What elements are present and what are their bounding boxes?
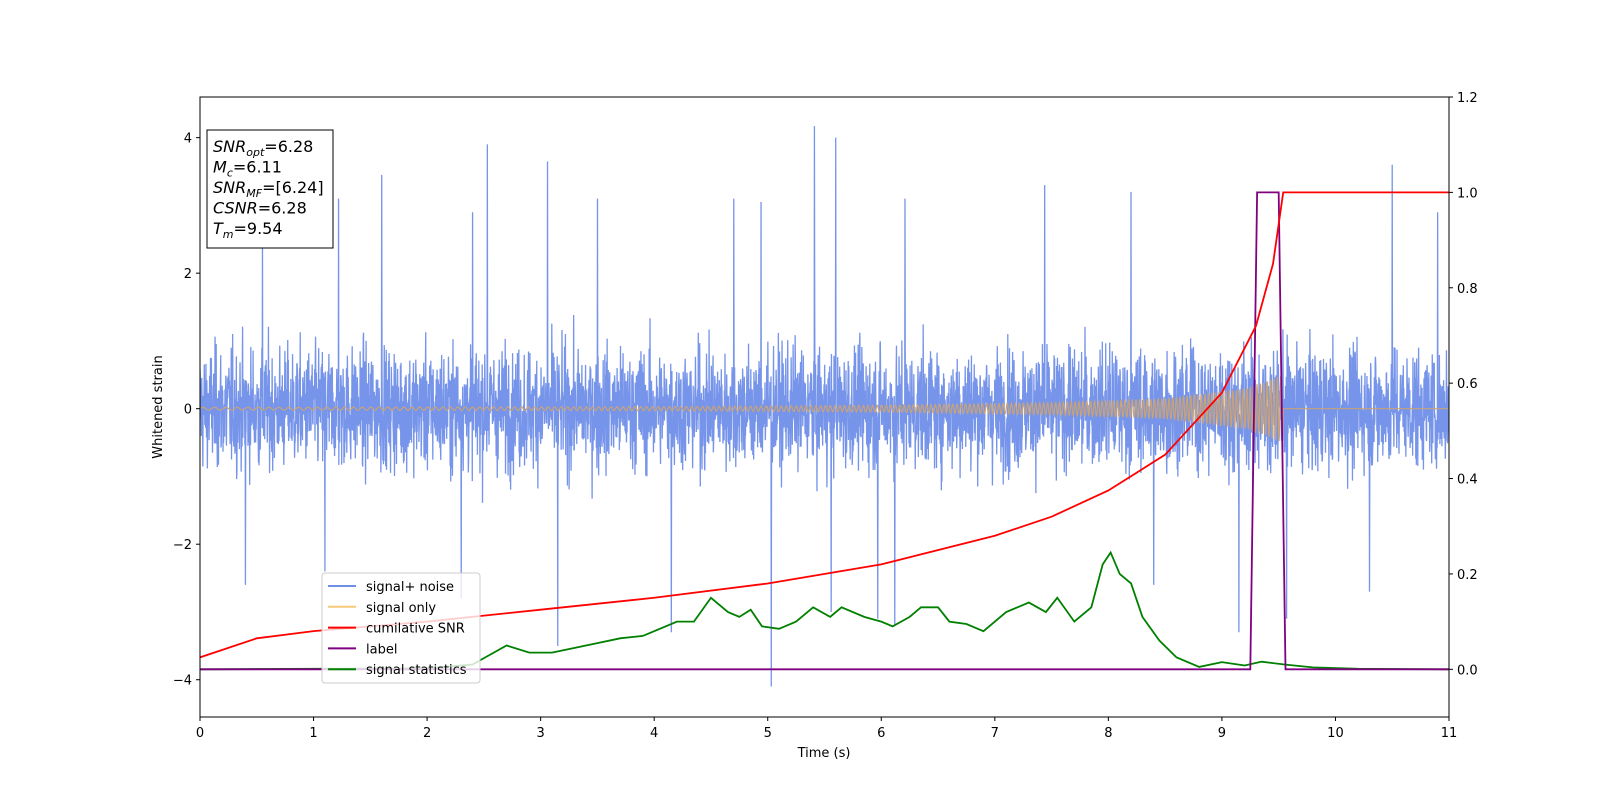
y-right-tick-label: 0.6 [1457, 377, 1478, 392]
info-line: SNRMF=[6.24] [213, 178, 324, 200]
y-right-tick-label: 1.2 [1457, 91, 1478, 106]
info-box: SNRopt=6.28Mc=6.11SNRMF=[6.24]CSNR=6.28T… [206, 129, 334, 249]
legend-label: signal+ noise [366, 580, 454, 595]
series-signal-only [200, 375, 1449, 443]
legend-label: signal only [366, 601, 436, 616]
x-axis-label: Time (s) [797, 746, 851, 761]
legend-label: label [366, 642, 397, 657]
x-tick-label: 4 [650, 726, 658, 741]
y-left-tick-label: −4 [173, 674, 192, 689]
y-left-tick-label: 2 [184, 267, 192, 282]
x-axis-ticks: 0 1 2 3 4 5 6 7 8 9 10 11 [196, 717, 1457, 741]
y-left-tick-label: 0 [184, 403, 192, 418]
series-signal-statistics [200, 550, 1449, 671]
y-left-tick-label: −2 [173, 538, 192, 553]
x-tick-label: 11 [1441, 726, 1458, 741]
y-right-tick-label: 0.2 [1457, 568, 1478, 583]
x-tick-label: 3 [536, 726, 544, 741]
legend: signal+ noise signal only cumilative SNR la… [321, 572, 481, 684]
y-right-tick-label: 0.8 [1457, 282, 1478, 297]
y-axis-right-ticks: 0.0 0.2 0.4 0.6 0.8 1.0 1.2 [1449, 91, 1478, 678]
legend-label: cumilative SNR [366, 622, 465, 637]
plot-frame [199, 96, 1450, 718]
x-tick-label: 2 [423, 726, 431, 741]
series-signal-noise [200, 126, 1449, 687]
x-tick-label: 10 [1327, 726, 1344, 741]
y-right-tick-label: 1.0 [1457, 186, 1478, 201]
y-right-tick-label: 0.0 [1457, 663, 1478, 678]
y-axis-left-ticks: −4 −2 0 2 4 [173, 132, 200, 689]
x-tick-label: 7 [991, 726, 999, 741]
x-tick-label: 8 [1104, 726, 1112, 741]
x-tick-label: 9 [1218, 726, 1226, 741]
y-left-tick-label: 4 [184, 132, 192, 147]
y-right-tick-label: 0.4 [1457, 473, 1478, 488]
legend-frame [321, 572, 481, 684]
info-box-frame [206, 129, 334, 249]
info-line: CSNR=6.28 [213, 199, 307, 218]
legend-label: signal statistics [366, 663, 467, 678]
x-tick-label: 0 [196, 726, 204, 741]
x-tick-label: 6 [877, 726, 885, 741]
y-axis-label: Whitened strain [151, 355, 166, 458]
info-line: Mc=6.11 [213, 158, 282, 180]
info-line: SNRopt=6.28 [213, 137, 313, 159]
series-label [200, 191, 1449, 671]
x-tick-label: 1 [309, 726, 317, 741]
info-line: Tm=9.54 [213, 219, 283, 241]
x-tick-label: 5 [764, 726, 772, 741]
